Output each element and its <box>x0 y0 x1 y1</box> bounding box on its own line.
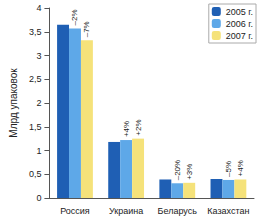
svg-text:2,5: 2,5 <box>29 74 42 84</box>
svg-text:3,5: 3,5 <box>29 27 42 37</box>
svg-text:–2%: –2% <box>70 9 79 25</box>
svg-text:+2%: +2% <box>134 119 143 135</box>
svg-text:+3%: +3% <box>185 164 194 180</box>
svg-text:–7%: –7% <box>82 21 91 37</box>
svg-text:3: 3 <box>36 51 41 61</box>
svg-text:2005 г.: 2005 г. <box>226 7 253 17</box>
svg-text:2006 г.: 2006 г. <box>226 19 253 29</box>
svg-text:Млрд упаковок: Млрд упаковок <box>8 68 19 138</box>
svg-text:Россия: Россия <box>60 206 90 216</box>
svg-text:1,5: 1,5 <box>29 122 42 132</box>
svg-text:Беларусь: Беларусь <box>158 206 198 216</box>
svg-text:1: 1 <box>36 146 41 156</box>
svg-text:Украина: Украина <box>109 206 143 216</box>
svg-text:+4%: +4% <box>122 121 131 137</box>
svg-text:+4%: +4% <box>236 160 245 176</box>
svg-text:–5%: –5% <box>224 161 233 177</box>
svg-text:2007 г.: 2007 г. <box>226 31 253 41</box>
svg-text:Казахстан: Казахстан <box>207 206 249 216</box>
svg-text:–20%: –20% <box>173 160 182 180</box>
svg-text:0: 0 <box>36 193 41 203</box>
svg-text:4: 4 <box>36 3 41 13</box>
svg-text:0,5: 0,5 <box>29 169 42 179</box>
svg-text:2: 2 <box>36 98 41 108</box>
